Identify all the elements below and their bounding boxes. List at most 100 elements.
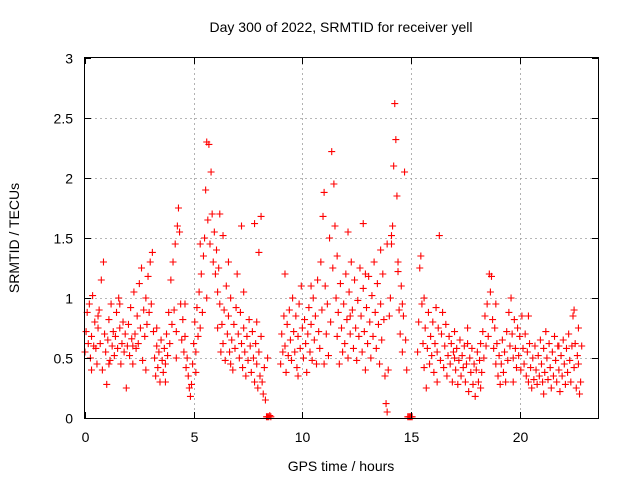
data-point [368, 292, 376, 300]
data-point [105, 360, 113, 368]
data-point [392, 136, 400, 144]
data-point [477, 340, 485, 348]
data-point [82, 328, 90, 336]
data-point [383, 408, 391, 416]
data-point [522, 372, 530, 380]
data-point [389, 222, 397, 230]
data-point [535, 372, 543, 380]
data-point [346, 330, 354, 338]
data-point [559, 336, 567, 344]
data-point [104, 336, 112, 344]
data-point [174, 204, 182, 212]
data-point [161, 360, 169, 368]
data-point [383, 240, 391, 248]
data-point [88, 332, 96, 340]
data-point [238, 340, 246, 348]
data-point [178, 336, 186, 344]
data-point [340, 300, 348, 308]
y-axis-label: SRMTID / TECUs [6, 183, 22, 293]
data-point [422, 384, 430, 392]
data-point [380, 316, 388, 324]
data-point [415, 318, 423, 326]
data-point [245, 316, 253, 324]
data-point [119, 318, 127, 326]
data-point [281, 270, 289, 278]
data-point [378, 336, 386, 344]
data-point [401, 168, 409, 176]
data-point [155, 348, 163, 356]
data-point [371, 308, 379, 316]
data-point [482, 342, 490, 350]
data-point [306, 348, 314, 356]
data-point [382, 400, 390, 408]
data-point [304, 330, 312, 338]
data-point [367, 354, 375, 362]
data-point [117, 360, 125, 368]
data-point [354, 296, 362, 304]
data-point [459, 364, 467, 372]
data-point [238, 222, 246, 230]
data-point [145, 308, 153, 316]
y-tick-label: 1.5 [54, 231, 74, 247]
data-point [131, 330, 139, 338]
data-point [451, 328, 459, 336]
data-point [235, 354, 243, 362]
data-point [196, 240, 204, 248]
data-point [436, 356, 444, 364]
data-point [165, 308, 173, 316]
data-point [516, 332, 524, 340]
data-point [374, 320, 382, 328]
data-point [521, 330, 529, 338]
data-point [297, 282, 305, 290]
data-point [431, 340, 439, 348]
chart-title: Day 300 of 2022, SRMTID for receiver yel… [210, 19, 473, 35]
data-point [239, 364, 247, 372]
data-point [474, 378, 482, 386]
data-point [564, 368, 572, 376]
data-point [571, 340, 579, 348]
data-point [553, 378, 561, 386]
data-point [336, 280, 344, 288]
data-point [193, 304, 201, 312]
x-axis-label: GPS time / hours [288, 458, 395, 474]
data-point [461, 378, 469, 386]
data-point [190, 340, 198, 348]
data-point [94, 324, 102, 332]
data-point [494, 372, 502, 380]
data-point [170, 306, 178, 314]
data-point [497, 360, 505, 368]
data-point [342, 270, 350, 278]
data-point [98, 366, 106, 374]
data-point [160, 344, 168, 352]
data-point [452, 366, 460, 374]
data-point [465, 388, 473, 396]
data-point [248, 328, 256, 336]
data-point [544, 376, 552, 384]
data-point [181, 300, 189, 308]
data-point [127, 304, 135, 312]
data-point [359, 220, 367, 228]
data-point [492, 300, 500, 308]
data-point [560, 360, 568, 368]
data-point [144, 272, 152, 280]
data-point [541, 368, 549, 376]
data-point [140, 306, 148, 314]
data-point [398, 300, 406, 308]
data-point [126, 352, 134, 360]
data-point [466, 354, 474, 362]
data-point [283, 320, 291, 328]
data-point [130, 288, 138, 296]
data-point [403, 366, 411, 374]
data-point [231, 344, 239, 352]
data-point [288, 356, 296, 364]
data-point [233, 270, 241, 278]
data-point [153, 324, 161, 332]
data-point [93, 360, 101, 368]
data-point [299, 354, 307, 362]
data-point [498, 336, 506, 344]
data-point [448, 378, 456, 386]
data-point [296, 344, 304, 352]
data-point [570, 364, 578, 372]
data-point [255, 248, 263, 256]
data-point [284, 352, 292, 360]
